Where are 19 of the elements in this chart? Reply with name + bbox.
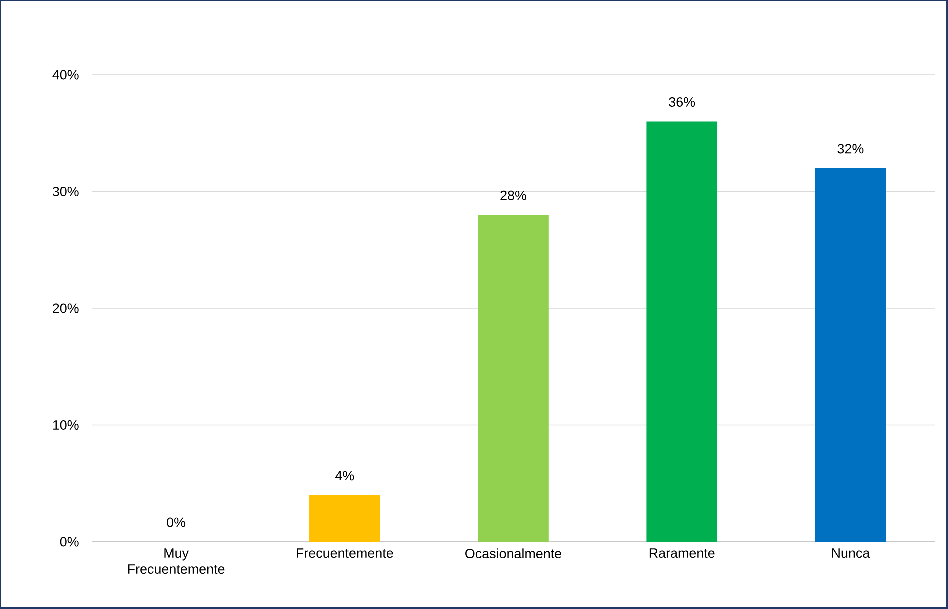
bar: [646, 122, 718, 542]
y-tick-label: 10%: [53, 420, 79, 430]
y-tick-label: 30%: [52, 186, 79, 196]
y-tick-label: 0%: [60, 537, 79, 547]
y-tick-label: 20%: [53, 304, 79, 314]
x-tick-label: Muy Frecuentemente: [128, 548, 225, 574]
x-tick-label: Nunca: [832, 548, 870, 558]
data-label: 36%: [669, 97, 696, 108]
data-label: 28%: [500, 190, 526, 200]
bar: [815, 168, 886, 542]
y-tick-label: 40%: [52, 70, 79, 80]
x-tick-label: Ocasionalmente: [466, 548, 562, 559]
bar: [478, 215, 549, 542]
x-tick-label: Raramente: [650, 548, 715, 558]
data-label: 4%: [335, 471, 354, 481]
x-tick-label: Frecuentemente: [297, 548, 394, 558]
data-label: 32%: [838, 144, 864, 154]
data-label: 0%: [167, 518, 186, 528]
bar: [309, 495, 380, 542]
